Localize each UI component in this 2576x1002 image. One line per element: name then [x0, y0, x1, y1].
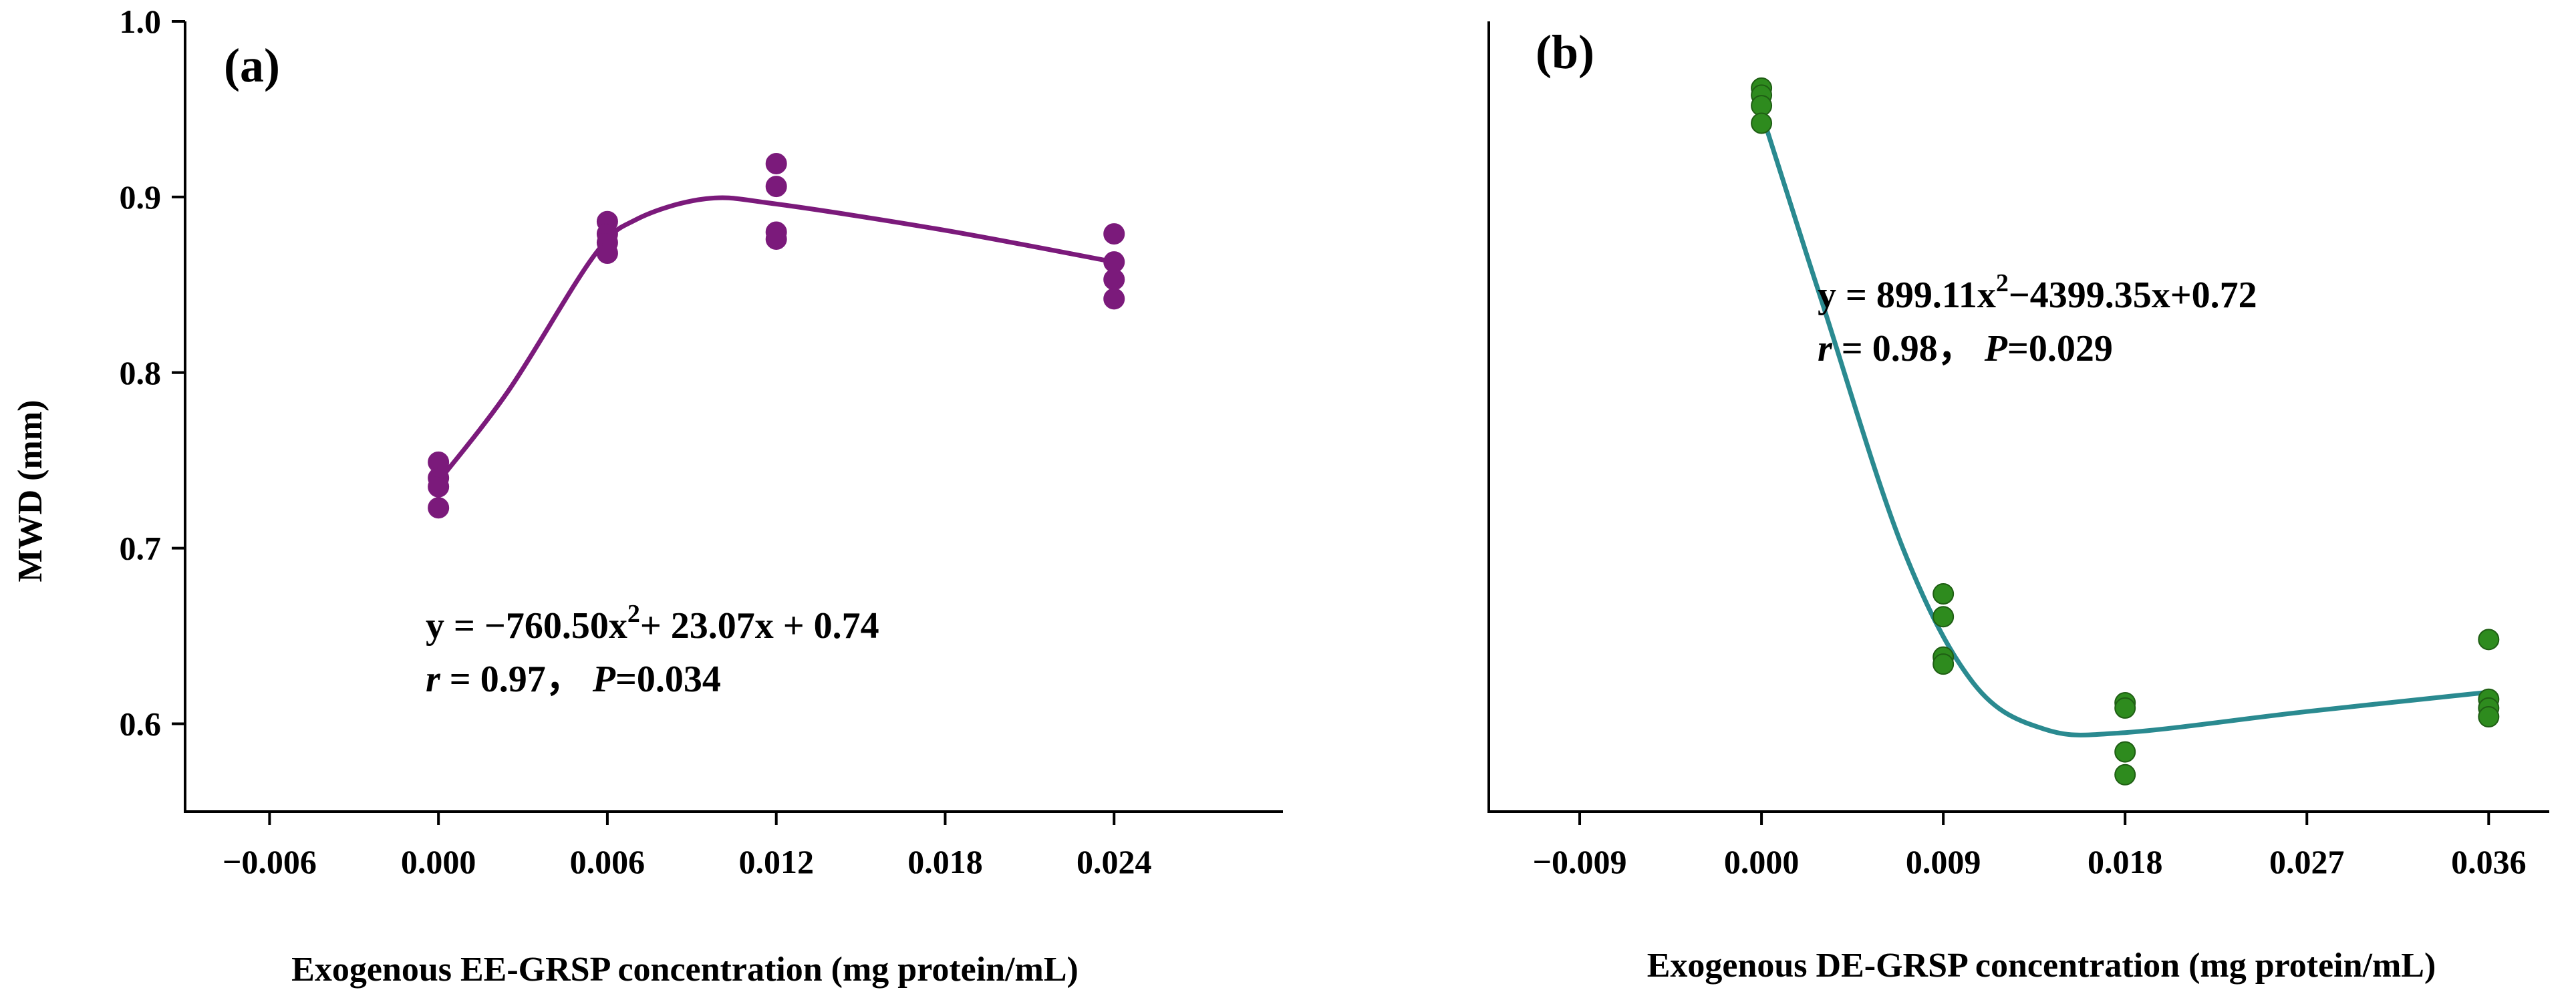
- panel-a-y-ticks: 0.6 0.7 0.8 0.9 1.0: [120, 3, 185, 743]
- panel-a-data-point: [428, 476, 450, 498]
- panel-a-equation: y = −760.50x2+ 23.07x + 0.74: [426, 600, 879, 647]
- panel-b-data-point: [1933, 606, 1955, 628]
- panel-a-data-point: [765, 152, 787, 174]
- panel-a-x-axis-title: Exogenous EE-GRSP concentration (mg prot…: [291, 951, 1079, 989]
- panel-b-equation-main: y = 899.11x: [1818, 275, 1996, 316]
- panel-a-axes: [184, 21, 1283, 813]
- panel-b-x-tick-label: 0.036: [2451, 843, 2527, 880]
- panel-b: −0.009 0.000 0.009 0.018 0.027 0.036 (b) Exog…: [1487, 21, 2549, 985]
- panel-b-fit-curve: [1759, 112, 2489, 737]
- panel-a-data-point: [765, 228, 787, 250]
- panel-b-axes: [1487, 21, 2549, 813]
- panel-a: 0.6 0.7 0.8 0.9 1.0 −0.006 0.000 0.006 0.012 0.0…: [11, 3, 1283, 989]
- panel-b-points: [1751, 77, 2500, 786]
- panel-b-data-point: [2478, 629, 2500, 651]
- panel-a-fit-curve: [436, 195, 1115, 483]
- panel-a-y-tick-label: 0.7: [120, 530, 162, 567]
- panel-b-equation-exponent: 2: [1996, 269, 2009, 297]
- panel-b-data-point: [2114, 697, 2136, 719]
- panel-b-x-tick-label: −0.009: [1533, 843, 1627, 880]
- panel-a-x-tick-label: −0.006: [223, 843, 317, 880]
- panel-a-data-point: [1103, 288, 1125, 310]
- panel-a-equation-exponent: 2: [627, 600, 640, 628]
- panel-a-p-label: P: [592, 659, 616, 700]
- panel-b-data-point: [2114, 764, 2136, 786]
- panel-a-x-tick-label: 0.000: [401, 843, 476, 880]
- panel-b-x-tick-label: 0.009: [1906, 843, 1981, 880]
- panel-b-data-point: [2478, 706, 2500, 728]
- panel-b-x-tick-label: 0.027: [2269, 843, 2345, 880]
- panel-b-x-axis-title: Exogenous DE-GRSP concentration (mg prot…: [1647, 947, 2436, 985]
- panel-a-x-tick-label: 0.006: [570, 843, 646, 880]
- panel-a-data-point: [765, 176, 787, 198]
- panel-b-x-ticks: −0.009 0.000 0.009 0.018 0.027 0.036: [1533, 812, 2527, 880]
- panel-b-r-value: = 0.98，: [1832, 328, 1985, 369]
- panel-a-y-axis-title: MWD (mm): [11, 400, 49, 582]
- panel-b-x-tick-label: 0.000: [1724, 843, 1800, 880]
- panel-a-y-tick-label: 0.6: [120, 705, 162, 743]
- panel-a-p-value: =0.034: [615, 659, 721, 700]
- panel-a-data-point: [1103, 269, 1125, 291]
- panel-b-data-point: [2114, 741, 2136, 763]
- panel-a-equation-rest: + 23.07x + 0.74: [640, 605, 879, 647]
- panel-a-points: [428, 152, 1125, 519]
- panel-a-data-point: [596, 242, 618, 265]
- panel-a-y-tick-label: 1.0: [120, 3, 162, 40]
- panel-a-x-tick-label: 0.024: [1077, 843, 1152, 880]
- panel-a-x-tick-label: 0.012: [738, 843, 814, 880]
- panel-a-label: (a): [224, 39, 280, 92]
- panel-a-equation-main: y = −760.50x: [426, 605, 627, 647]
- panel-b-data-point: [1751, 112, 1773, 134]
- panel-b-data-point: [1933, 583, 1955, 605]
- panel-b-data-point: [1933, 653, 1955, 675]
- panel-b-equation: y = 899.11x2−4399.35x+0.72: [1818, 269, 2257, 316]
- panel-b-p-label: P: [1984, 328, 2008, 369]
- panel-b-equation-rest: −4399.35x+0.72: [2009, 275, 2257, 316]
- panel-b-stats: r = 0.98， P=0.029: [1818, 328, 2113, 369]
- panel-a-x-ticks: −0.006 0.000 0.006 0.012 0.018 0.024: [223, 812, 1152, 880]
- panel-b-label: (b): [1536, 25, 1594, 79]
- panel-a-r-value: = 0.97，: [440, 659, 593, 700]
- panel-a-data-point: [1103, 223, 1125, 245]
- panel-a-x-tick-label: 0.018: [907, 843, 983, 880]
- panel-a-stats: r = 0.97， P=0.034: [426, 659, 721, 700]
- panel-b-x-tick-label: 0.018: [2088, 843, 2163, 880]
- panel-a-r-label: r: [426, 659, 441, 700]
- panel-a-y-tick-label: 0.8: [120, 354, 162, 391]
- panel-a-data-point: [428, 497, 450, 519]
- panel-b-r-label: r: [1818, 328, 1833, 369]
- panel-b-p-value: =0.029: [2007, 328, 2113, 369]
- panel-a-y-tick-label: 0.9: [120, 178, 162, 216]
